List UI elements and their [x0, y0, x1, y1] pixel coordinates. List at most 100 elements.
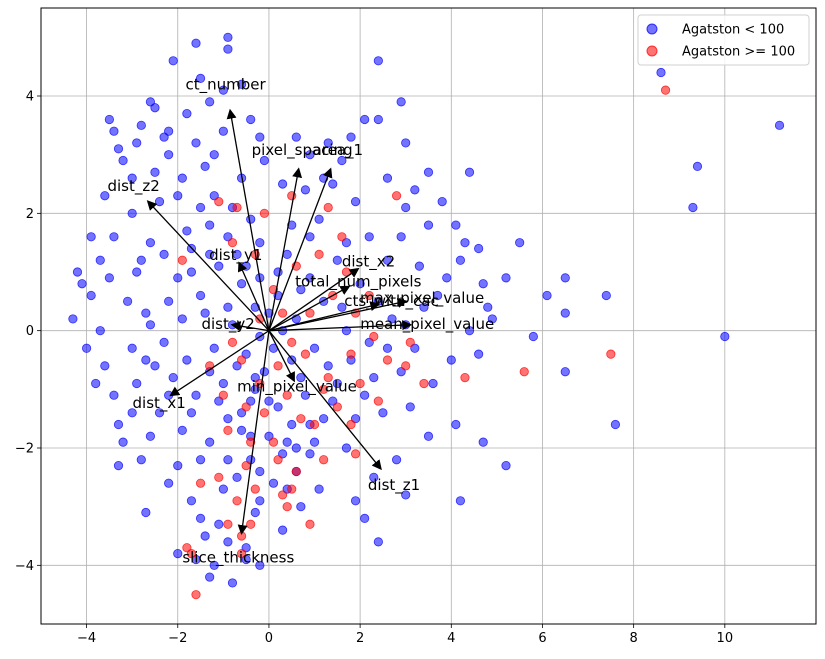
data-point [282, 249, 292, 259]
data-point [601, 290, 611, 301]
data-point [109, 390, 119, 400]
data-point [460, 372, 470, 383]
x-tick-label: 6 [538, 631, 546, 646]
data-point [373, 396, 383, 406]
data-point [451, 220, 461, 230]
data-point [282, 390, 292, 400]
data-point [236, 355, 247, 365]
data-point [437, 197, 447, 207]
data-point [287, 337, 297, 347]
data-point [232, 496, 242, 506]
data-point [401, 361, 411, 371]
data-point [309, 419, 320, 430]
data-point [373, 114, 383, 125]
x-tick-label: 0 [265, 631, 273, 646]
data-point [182, 109, 192, 119]
data-point [319, 455, 329, 465]
data-point [278, 179, 288, 189]
loading-label: dist_y1 [209, 246, 262, 265]
data-point [346, 349, 356, 359]
data-point [214, 197, 224, 207]
data-point [291, 132, 301, 142]
data-point [314, 249, 324, 259]
data-point [560, 308, 570, 318]
data-point [291, 466, 301, 477]
data-point [236, 425, 247, 435]
data-point [164, 478, 174, 488]
legend-marker [646, 45, 658, 57]
data-point [337, 302, 347, 312]
data-point [150, 103, 160, 113]
data-point [145, 320, 156, 330]
data-point [688, 202, 698, 213]
data-point [218, 85, 228, 95]
plot-frame [40, 7, 817, 625]
data-point [373, 537, 383, 547]
data-point [100, 191, 110, 201]
data-point [328, 179, 338, 189]
data-point [369, 472, 379, 482]
data-point [186, 496, 197, 506]
loading-label: ct_number [185, 75, 266, 94]
data-point [227, 238, 238, 248]
data-point [218, 390, 228, 400]
data-point [305, 273, 315, 283]
data-point [132, 267, 142, 277]
loading-arrow [146, 200, 270, 332]
data-point [250, 484, 260, 494]
data-point [446, 355, 456, 365]
data-point [150, 167, 160, 177]
data-point [350, 449, 361, 459]
data-point [255, 238, 265, 248]
data-point [442, 273, 452, 283]
data-point [191, 138, 201, 148]
loading-arrow [268, 285, 351, 332]
loading-label: area_1 [313, 141, 364, 160]
data-point [405, 402, 415, 412]
data-point [223, 425, 233, 435]
data-point [401, 202, 411, 213]
data-point [501, 460, 511, 471]
data-point [195, 290, 206, 301]
axis-ticks: −4 −2 0 2 4 6 8 10 −4 −2 0 2 4 [15, 90, 733, 647]
data-point [319, 384, 329, 394]
legend-label: Agatston >= 100 [682, 45, 795, 60]
data-point [387, 314, 397, 324]
data-point [191, 590, 201, 600]
data-point [346, 132, 356, 142]
data-point [109, 232, 119, 242]
data-point [168, 372, 178, 383]
data-point [195, 513, 206, 524]
data-point [214, 472, 224, 482]
data-point [264, 396, 274, 406]
data-point [250, 507, 260, 518]
data-point [364, 290, 374, 301]
data-point [350, 496, 361, 506]
data-point [300, 185, 311, 195]
data-point [300, 349, 311, 359]
data-point [218, 378, 228, 389]
data-point [369, 372, 379, 383]
data-point [209, 560, 219, 570]
data-point [519, 367, 529, 377]
data-point [246, 114, 256, 125]
data-point [373, 56, 383, 66]
data-point [159, 249, 169, 259]
data-point [118, 437, 128, 447]
data-point [309, 343, 320, 353]
data-point [259, 208, 269, 218]
data-point [360, 114, 370, 125]
data-point [305, 150, 315, 160]
data-point [692, 161, 703, 171]
data-point [423, 167, 434, 177]
data-point [246, 437, 256, 447]
series-agatston-below-100 [68, 32, 785, 588]
data-point [232, 472, 242, 482]
data-point [268, 478, 279, 488]
data-point [451, 419, 461, 430]
data-point [528, 331, 538, 342]
x-tick-label: −2 [168, 631, 187, 646]
data-point [560, 367, 570, 377]
y-tick-label: −2 [15, 442, 34, 457]
loading-label: cts_with_cac [344, 292, 438, 311]
